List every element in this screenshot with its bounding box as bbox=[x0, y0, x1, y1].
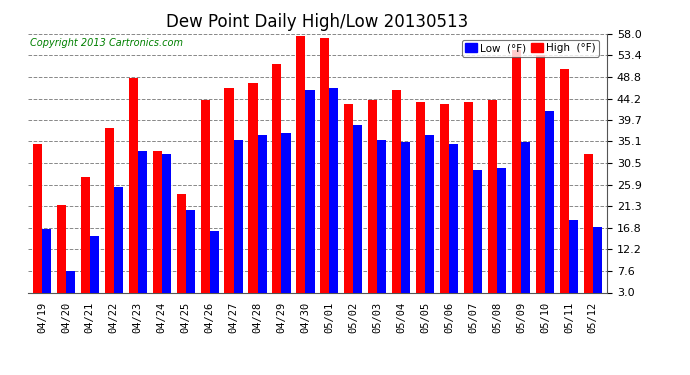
Bar bbox=[353, 126, 362, 307]
Bar bbox=[186, 210, 195, 307]
Bar bbox=[536, 55, 545, 307]
Bar bbox=[177, 194, 186, 307]
Title: Dew Point Daily High/Low 20130513: Dew Point Daily High/Low 20130513 bbox=[166, 13, 469, 31]
Bar bbox=[201, 100, 210, 307]
Legend: Low  (°F), High  (°F): Low (°F), High (°F) bbox=[462, 40, 599, 57]
Bar bbox=[248, 83, 257, 307]
Bar bbox=[114, 187, 123, 307]
Bar bbox=[344, 104, 353, 307]
Bar bbox=[440, 104, 449, 307]
Bar bbox=[449, 144, 458, 307]
Bar bbox=[368, 100, 377, 307]
Bar bbox=[90, 236, 99, 307]
Bar bbox=[497, 168, 506, 307]
Bar bbox=[425, 135, 434, 307]
Bar bbox=[560, 69, 569, 307]
Bar bbox=[473, 170, 482, 307]
Bar bbox=[210, 231, 219, 307]
Bar bbox=[224, 88, 234, 307]
Bar bbox=[282, 132, 290, 307]
Bar bbox=[512, 50, 521, 307]
Bar bbox=[257, 135, 266, 307]
Bar bbox=[584, 154, 593, 307]
Bar bbox=[329, 88, 339, 307]
Bar bbox=[33, 144, 42, 307]
Bar bbox=[488, 100, 497, 307]
Bar bbox=[138, 152, 147, 307]
Bar bbox=[161, 154, 171, 307]
Bar bbox=[306, 90, 315, 307]
Bar bbox=[66, 272, 75, 307]
Bar bbox=[81, 177, 90, 307]
Bar bbox=[234, 140, 243, 307]
Bar bbox=[569, 220, 578, 307]
Bar bbox=[42, 229, 51, 307]
Bar bbox=[320, 39, 329, 307]
Bar bbox=[152, 152, 161, 307]
Bar bbox=[401, 142, 411, 307]
Bar bbox=[105, 128, 114, 307]
Bar bbox=[416, 102, 425, 307]
Text: Copyright 2013 Cartronics.com: Copyright 2013 Cartronics.com bbox=[30, 38, 184, 48]
Bar bbox=[392, 90, 401, 307]
Bar bbox=[377, 140, 386, 307]
Bar bbox=[464, 102, 473, 307]
Bar bbox=[593, 226, 602, 307]
Bar bbox=[521, 142, 530, 307]
Bar bbox=[57, 206, 66, 307]
Bar bbox=[128, 78, 138, 307]
Bar bbox=[545, 111, 554, 307]
Bar bbox=[273, 64, 282, 307]
Bar bbox=[296, 36, 306, 307]
